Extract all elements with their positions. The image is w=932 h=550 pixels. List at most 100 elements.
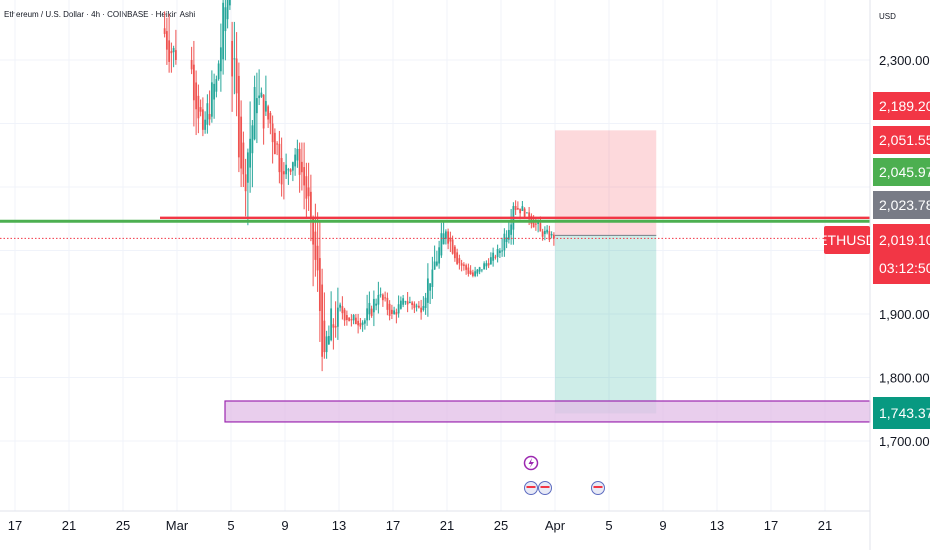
candle-body — [390, 309, 393, 314]
candle-body — [368, 302, 371, 315]
candle-body — [361, 322, 364, 325]
candle-body — [489, 257, 492, 265]
candle-body — [429, 283, 432, 291]
candle-body — [460, 263, 463, 266]
grid — [0, 0, 870, 511]
time-axis-label: 13 — [710, 518, 724, 533]
candle-body — [363, 320, 366, 324]
time-axis-label: 9 — [281, 518, 288, 533]
level-gray-badge[interactable] — [873, 191, 930, 219]
candle-body — [206, 103, 209, 125]
candle-body — [375, 303, 378, 306]
candle-body — [550, 233, 553, 236]
candle-body — [442, 233, 445, 245]
level-green-badge[interactable] — [873, 158, 930, 186]
candle-body — [339, 304, 342, 308]
candle-body — [420, 307, 423, 313]
time-axis-label: 17 — [8, 518, 22, 533]
candle-body — [503, 233, 506, 251]
candle-body — [165, 31, 168, 50]
candle-body — [359, 323, 362, 327]
candle-body — [501, 250, 504, 252]
candle-body — [444, 231, 447, 239]
time-axis-label: Mar — [166, 518, 189, 533]
candle-body — [348, 317, 351, 321]
candle-body — [402, 298, 405, 305]
candle-body — [336, 307, 339, 327]
support-price-badge[interactable] — [873, 397, 930, 429]
candle-body — [314, 231, 317, 260]
candle-body — [404, 301, 407, 303]
price-axis[interactable]: USD 2,300.00 1,900.00 1,800.00 1,700.00 — [879, 12, 930, 449]
us-flag-icon — [593, 486, 603, 488]
candle-body — [291, 162, 294, 171]
candle-body — [318, 258, 321, 312]
time-axis-label: Apr — [545, 518, 566, 533]
candle-body — [415, 305, 418, 307]
candle-body — [215, 79, 218, 92]
time-axis-label: 17 — [386, 518, 400, 533]
candle-body — [298, 148, 301, 175]
candle-body — [451, 239, 454, 254]
candle-body — [222, 2, 225, 60]
candle-body — [240, 116, 243, 169]
symbol-tag[interactable] — [824, 226, 870, 254]
current-price-badge-label: 2,019.10 — [879, 232, 932, 248]
candle-body — [426, 278, 429, 303]
candle-body — [413, 303, 416, 309]
take-profit-zone[interactable] — [555, 235, 657, 414]
candle-body — [226, 0, 229, 20]
candle-body — [244, 174, 247, 192]
time-axis-label: 25 — [494, 518, 508, 533]
countdown-label: 03:12:50 — [879, 260, 932, 276]
candle-body — [303, 167, 306, 186]
stop-loss-zone[interactable] — [555, 130, 657, 236]
stop-price-badge[interactable] — [873, 92, 930, 120]
candle-body — [539, 223, 542, 232]
candle-body — [422, 305, 425, 311]
candle-body — [276, 143, 279, 145]
candle-body — [498, 250, 501, 253]
level-red-badge-label: 2,051.55 — [879, 132, 932, 148]
event-markers[interactable] — [523, 455, 605, 495]
time-axis-label: 21 — [62, 518, 76, 533]
candle-body — [357, 320, 360, 326]
candle-body — [456, 252, 459, 264]
candle-body — [233, 58, 236, 60]
candle-body — [287, 169, 290, 171]
candle-body — [408, 301, 411, 303]
candle-body — [406, 301, 409, 305]
candle-body — [260, 92, 263, 97]
candle-body — [321, 284, 324, 357]
candle-body — [537, 222, 540, 224]
candle-body — [397, 304, 400, 314]
candle-body — [476, 269, 479, 274]
candle-body — [467, 267, 470, 274]
current-price-badge[interactable] — [873, 224, 930, 284]
candle-body — [388, 303, 391, 316]
candle-body — [474, 271, 477, 276]
candle-body — [285, 164, 288, 175]
candle-body — [204, 119, 207, 130]
candle-body — [546, 229, 549, 233]
level-red-badge[interactable] — [873, 126, 930, 154]
time-axis-label: 5 — [227, 518, 234, 533]
candle-body — [384, 297, 387, 299]
candle-body — [462, 264, 465, 266]
candle-body — [379, 294, 382, 296]
candle-body — [278, 143, 281, 173]
time-axis[interactable]: 17 21 25 Mar 5 9 13 17 21 25 Apr 5 9 13 17 21 — [8, 518, 832, 533]
candle-body — [168, 40, 171, 62]
candle-body — [541, 231, 544, 237]
candle-body — [282, 171, 285, 175]
candle-body — [469, 270, 472, 275]
candle-body — [449, 237, 452, 242]
price-badges[interactable]: 2,189.20 2,051.55 2,045.97 2,023.78 2,01… — [873, 92, 932, 429]
candle-body — [237, 75, 240, 158]
currency-label: USD — [879, 12, 896, 21]
candle-body — [411, 302, 414, 305]
candle-body — [199, 107, 202, 112]
support-zone[interactable] — [224, 400, 871, 423]
candle-body — [255, 98, 258, 114]
